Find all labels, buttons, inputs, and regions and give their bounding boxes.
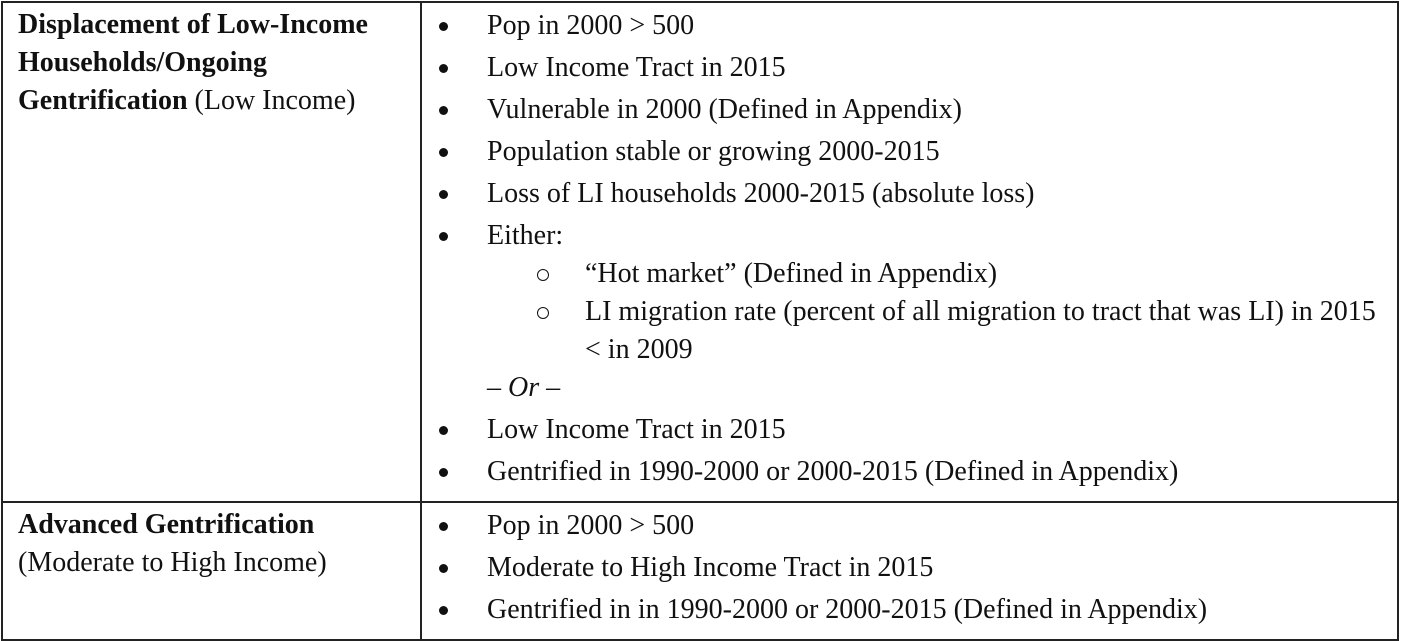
criterion-item: Gentrified in in 1990-2000 or 2000-2015 … [422,591,1391,629]
criterion-item: Loss of LI households 2000-2015 (absolut… [422,175,1391,213]
category-cell: Displacement of Low-Income Households/On… [1,1,422,503]
category-qualifier: (Moderate to High Income) [18,547,327,578]
criteria-cell: Pop in 2000 > 500 Low Income Tract in 20… [420,1,1399,503]
criterion-item: Either: [422,217,1391,255]
criterion-item: Vulnerable in 2000 (Defined in Appendix) [422,91,1391,129]
criteria-cell: Pop in 2000 > 500 Moderate to High Incom… [420,501,1399,641]
sub-criterion-item: “Hot market” (Defined in Appendix) [422,255,1391,293]
category-cell: Advanced Gentrification (Moderate to Hig… [1,501,422,641]
category-name: Displacement of Low-Income Households/On… [18,9,368,116]
category-name: Advanced Gentrification [18,509,315,540]
criterion-item: Population stable or growing 2000-2015 [422,133,1391,171]
criterion-item: Low Income Tract in 2015 [422,49,1391,87]
criterion-item: Gentrified in 1990-2000 or 2000-2015 (De… [422,453,1391,491]
sub-criteria-list: “Hot market” (Defined in Appendix) LI mi… [422,255,1391,369]
sub-criterion-item: LI migration rate (percent of all migrat… [422,293,1391,369]
table-row: Advanced Gentrification (Moderate to Hig… [1,501,1399,641]
criterion-item: Low Income Tract in 2015 [422,411,1391,449]
or-separator: – Or – [487,372,561,403]
criterion-item: Pop in 2000 > 500 [422,507,1391,545]
table-row: Displacement of Low-Income Households/On… [1,1,1399,503]
criterion-item: Moderate to High Income Tract in 2015 [422,549,1391,587]
category-qualifier: (Low Income) [187,85,356,116]
criterion-item: Pop in 2000 > 500 [422,7,1391,45]
